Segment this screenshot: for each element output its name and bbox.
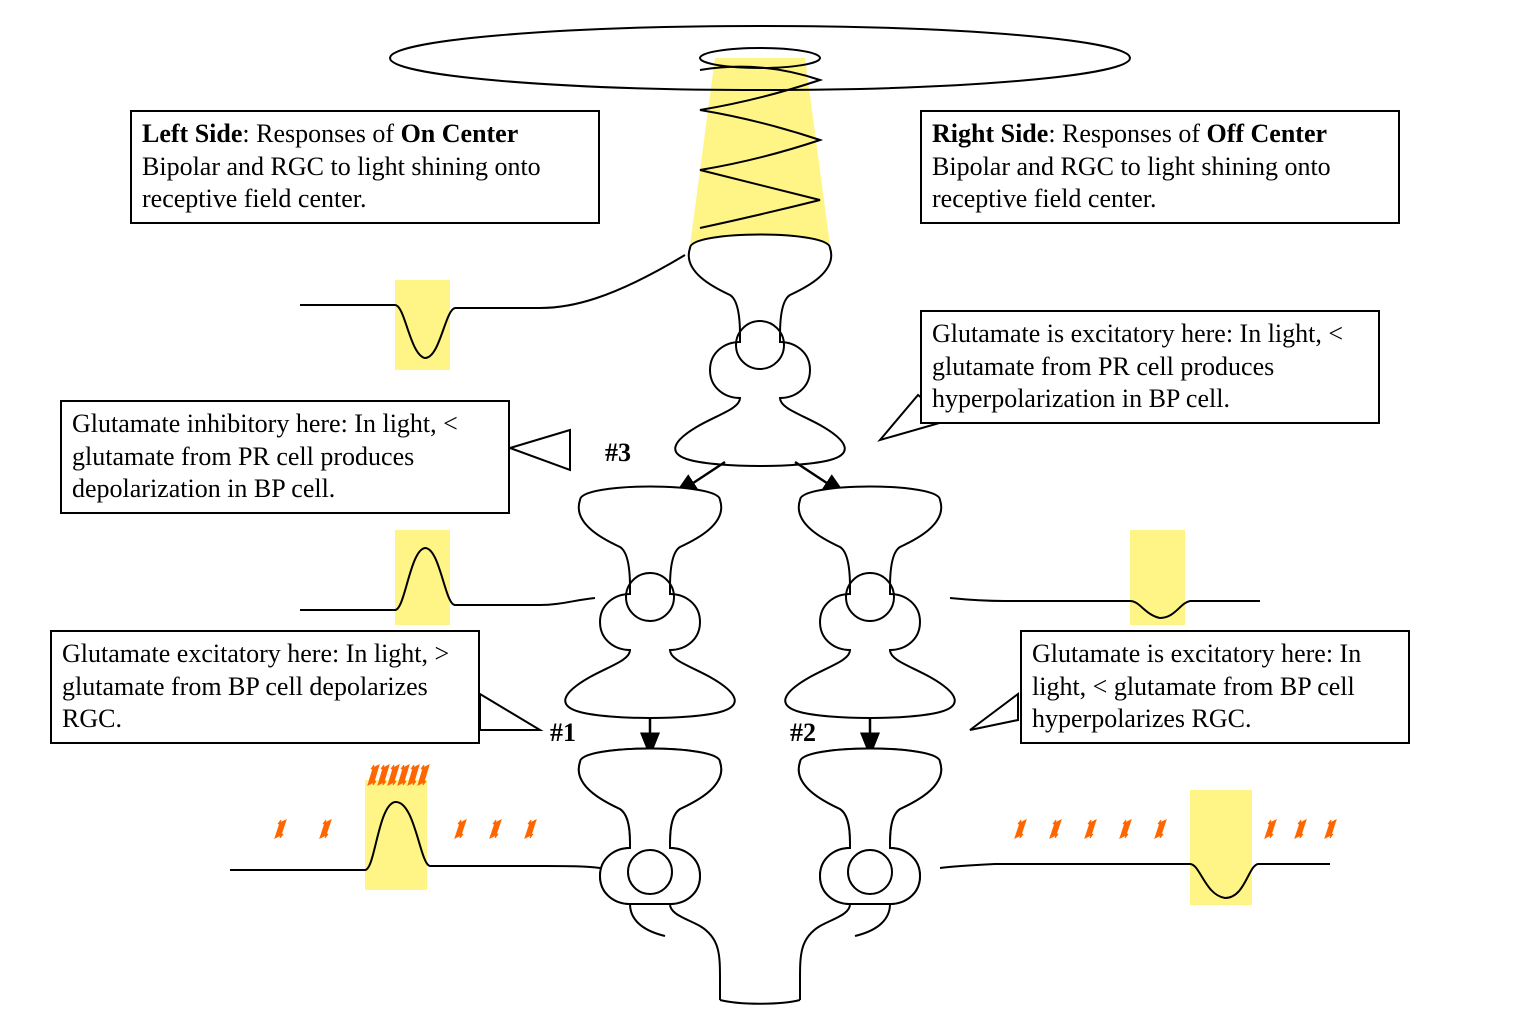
retina-pathway-diagram: Left Side: Responses of On Center Bipola… — [0, 0, 1519, 1014]
title-left-bold2: On Center — [401, 119, 519, 148]
box-left-pr-bp: Glutamate inhibitory here: In light, < g… — [60, 400, 510, 514]
trace-bipolar-left — [300, 530, 595, 625]
title-right-mid: : Responses of — [1048, 119, 1206, 148]
rgc-left — [579, 749, 721, 1001]
text-left-pr-bp: Glutamate inhibitory here: In light, < g… — [72, 409, 458, 503]
label-synapse-3: #3 — [605, 438, 631, 468]
title-left-bold1: Left Side — [142, 119, 242, 148]
bipolar-cell-left — [565, 487, 735, 719]
callout-left-bp-rgc — [480, 694, 540, 730]
title-left-rest: Bipolar and RGC to light shining onto re… — [142, 152, 541, 214]
title-right-box: Right Side: Responses of Off Center Bipo… — [920, 110, 1400, 224]
trace-rgc-right — [940, 790, 1336, 905]
callout-left-pr-bp — [510, 430, 570, 470]
text-right-bp-rgc: Glutamate is excitatory here: In light, … — [1032, 639, 1361, 733]
trace-photoreceptor — [300, 255, 685, 370]
callout-right-bp-rgc — [970, 694, 1018, 730]
box-right-bp-rgc: Glutamate is excitatory here: In light, … — [1020, 630, 1410, 744]
title-right-bold2: Off Center — [1206, 119, 1327, 148]
photoreceptor-cell — [675, 235, 845, 467]
bipolar-cell-right — [785, 487, 955, 719]
title-right-rest: Bipolar and RGC to light shining onto re… — [932, 152, 1331, 214]
title-left-mid: : Responses of — [242, 119, 400, 148]
label-synapse-1: #1 — [550, 718, 576, 748]
light-beam — [690, 58, 830, 245]
title-left-box: Left Side: Responses of On Center Bipola… — [130, 110, 600, 224]
box-left-bp-rgc: Glutamate excitatory here: In light, > g… — [50, 630, 480, 744]
box-right-pr-bp: Glutamate is excitatory here: In light, … — [920, 310, 1380, 424]
trace-bipolar-right — [950, 530, 1260, 625]
title-right-bold1: Right Side — [932, 119, 1048, 148]
text-left-bp-rgc: Glutamate excitatory here: In light, > g… — [62, 639, 449, 733]
label-synapse-2: #2 — [790, 718, 816, 748]
rgc-right — [799, 749, 941, 1001]
trace-rgc-left — [230, 765, 600, 890]
text-right-pr-bp: Glutamate is excitatory here: In light, … — [932, 319, 1343, 413]
axons-join — [720, 1000, 800, 1004]
